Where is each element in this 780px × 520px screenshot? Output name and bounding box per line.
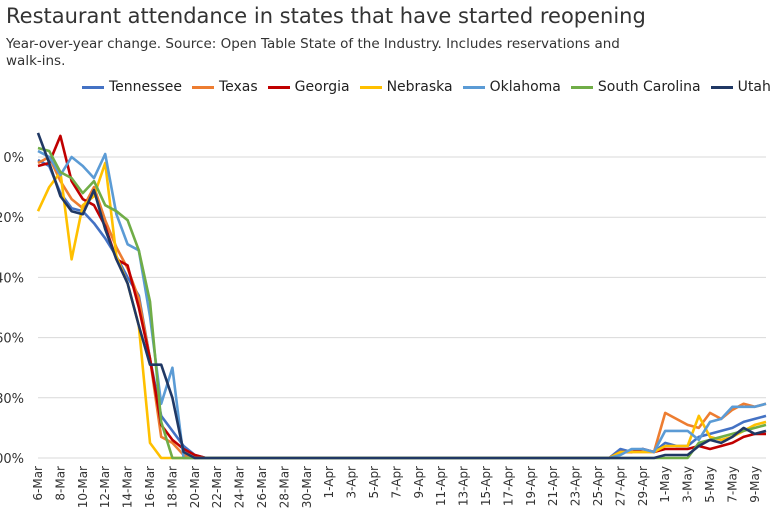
x-tick-label: 12-Mar [98, 466, 112, 508]
y-tick-label: 20% [0, 211, 24, 226]
x-tick-label: 7-May [725, 466, 739, 503]
legend-item: Tennessee [82, 79, 182, 95]
x-tick-label: 21-Apr [546, 466, 560, 506]
y-axis-ticks: 0% 20% 40% 60% 80% 100% [0, 151, 24, 467]
legend-swatch [359, 85, 382, 89]
x-tick-label: 15-Apr [479, 466, 493, 506]
x-tick-label: 3-May [681, 466, 695, 503]
legend-item: South Carolina [570, 79, 701, 95]
x-tick-label: 28-Mar [277, 466, 291, 508]
x-tick-label: 24-Mar [233, 466, 247, 508]
chart-subtitle: Year-over-year change. Source: Open Tabl… [6, 36, 620, 69]
x-tick-label: 22-Mar [210, 466, 224, 508]
legend-swatch [267, 85, 290, 89]
x-tick-label: 1-Apr [322, 466, 336, 499]
x-tick-label: 1-May [658, 466, 672, 503]
legend-swatch [570, 85, 593, 89]
x-tick-label: 29-Apr [636, 466, 650, 506]
x-tick-label: 5-Apr [367, 466, 381, 499]
x-tick-label: 23-Apr [569, 466, 583, 506]
chart-title: Restaurant attendance in states that hav… [6, 4, 646, 28]
x-tick-label: 11-Apr [434, 466, 448, 506]
x-tick-label: 13-Apr [457, 466, 471, 506]
x-tick-label: 18-Mar [165, 466, 179, 508]
x-tick-label: 9-May [748, 466, 762, 503]
legend-label: Oklahoma [489, 79, 561, 95]
y-tick-label: 40% [0, 271, 24, 286]
legend-item: Nebraska [359, 79, 453, 95]
y-tick-label: 0% [3, 151, 24, 166]
x-tick-label: 6-Mar [31, 466, 45, 501]
x-tick-label: 14-Mar [121, 466, 135, 508]
legend-label: Georgia [294, 79, 350, 95]
x-tick-label: 5-May [703, 466, 717, 503]
x-tick-label: 8-Mar [53, 466, 67, 501]
legend-label: Texas [218, 79, 258, 95]
legend-item: Texas [191, 79, 258, 95]
x-tick-label: 26-Mar [255, 466, 269, 508]
legend-swatch [710, 85, 733, 89]
x-tick-label: 25-Apr [591, 466, 605, 506]
legend-swatch [462, 85, 485, 89]
x-tick-label: 19-Apr [524, 466, 538, 506]
x-tick-label: 16-Mar [143, 466, 157, 508]
x-axis-ticks: 6-Mar 8-Mar 10-Mar 12-Mar 14-Mar 16-Mar 18-Mar… [31, 466, 762, 508]
x-tick-label: 17-Apr [501, 466, 515, 506]
x-tick-label: 3-Apr [345, 466, 359, 499]
legend-swatch [82, 85, 104, 89]
legend-label: Tennessee [109, 79, 182, 95]
series-lines [36, 132, 767, 460]
legend-item: Georgia [267, 79, 350, 95]
x-tick-label: 9-Apr [412, 466, 426, 499]
x-tick-label: 7-Apr [389, 466, 403, 499]
series-line-nebraska [36, 161, 767, 460]
y-tick-label: 100% [0, 452, 24, 467]
x-tick-label: 27-Apr [613, 466, 627, 506]
chart-legend: Tennessee Texas Georgia Nebraska Oklahoma Sou… [82, 79, 771, 95]
legend-label: Utah [737, 79, 771, 95]
x-tick-label: 20-Mar [188, 466, 202, 508]
legend-swatch [191, 85, 214, 89]
legend-item: Oklahoma [462, 79, 561, 95]
legend-item: Utah [710, 79, 771, 95]
y-tick-label: 60% [0, 332, 24, 347]
x-tick-label: 30-Mar [300, 466, 314, 508]
legend-label: South Carolina [597, 79, 701, 95]
y-tick-label: 80% [0, 392, 24, 407]
legend-label: Nebraska [386, 79, 453, 95]
series-line-utah [36, 132, 767, 460]
x-tick-label: 10-Mar [76, 466, 90, 508]
